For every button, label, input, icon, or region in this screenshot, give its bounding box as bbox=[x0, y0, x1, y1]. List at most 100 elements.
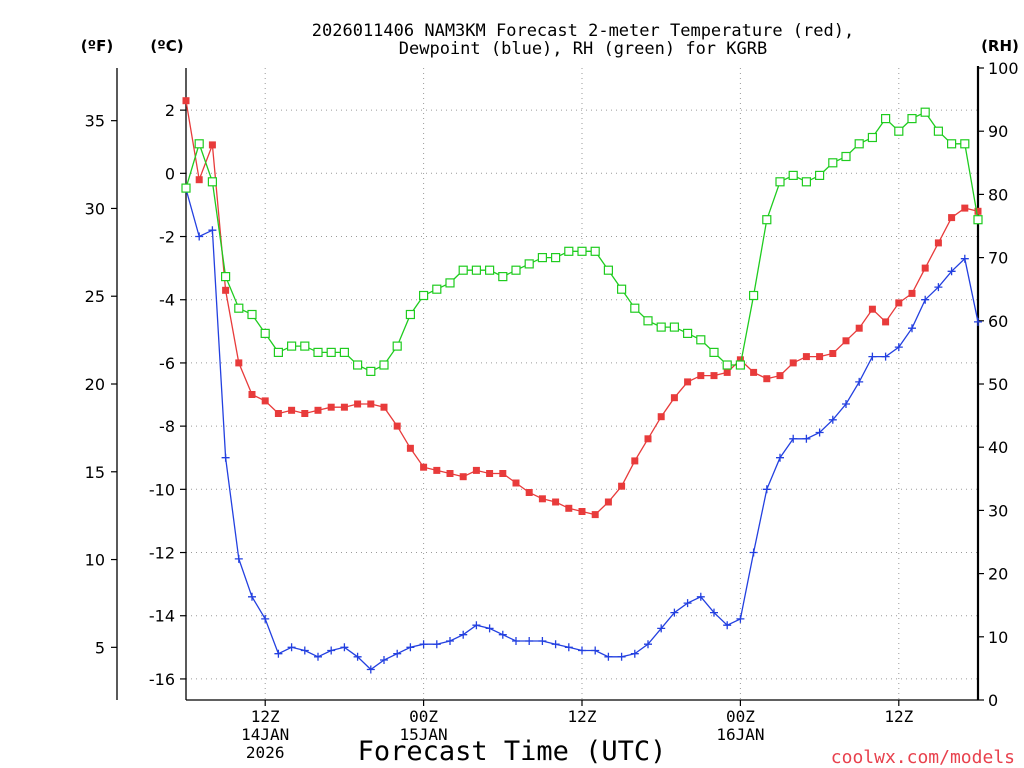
temperature-point bbox=[895, 299, 903, 307]
dewpoint-point bbox=[485, 624, 494, 633]
rh-axis-ticks: 0 10 20 30 40 50 60 70 80 90 100 bbox=[978, 59, 1019, 710]
dewpoint-point bbox=[446, 637, 454, 645]
rh-point bbox=[550, 253, 561, 263]
temperature-point bbox=[921, 264, 929, 272]
temperature-point bbox=[525, 489, 533, 496]
rh-point bbox=[722, 360, 732, 370]
temperature-point bbox=[618, 482, 626, 490]
temperature-point bbox=[591, 511, 599, 519]
time-tick-label: 00Z bbox=[726, 707, 755, 726]
rh-point bbox=[313, 347, 323, 357]
dewpoint-point bbox=[749, 548, 758, 557]
dewpoint-point bbox=[300, 646, 309, 655]
rh-point bbox=[933, 126, 944, 136]
rh-point bbox=[392, 341, 402, 351]
rh-tick-label: 20 bbox=[988, 565, 1008, 584]
temperature-point bbox=[842, 337, 850, 345]
axes bbox=[116, 66, 980, 701]
dewpoint-point bbox=[960, 254, 969, 263]
rh-point bbox=[194, 139, 204, 149]
dewpoint-point bbox=[380, 656, 388, 664]
dewpoint-point bbox=[617, 652, 626, 661]
fahrenheit-tick-label: 10 bbox=[85, 551, 105, 570]
chart-title-line-1: 2026011406 NAM3KM Forecast 2-meter Tempe… bbox=[312, 21, 854, 41]
time-tick-label: 2026 bbox=[246, 743, 285, 762]
rh-point bbox=[366, 366, 376, 376]
dewpoint-point bbox=[578, 646, 586, 655]
rh-point bbox=[630, 303, 640, 313]
rh-point bbox=[709, 347, 719, 357]
dewpoint-point bbox=[195, 232, 204, 241]
temperature-point bbox=[433, 466, 441, 474]
dewpoint-point bbox=[894, 343, 903, 352]
time-tick-label: 16JAN bbox=[716, 725, 764, 744]
dewpoint-point bbox=[710, 608, 718, 617]
temperature-point bbox=[499, 470, 507, 477]
dewpoint-point bbox=[538, 637, 547, 645]
rh-point bbox=[894, 126, 904, 136]
rh-point bbox=[181, 183, 191, 193]
temperature-point bbox=[961, 204, 969, 212]
temperature-point bbox=[604, 498, 612, 506]
dewpoint-point bbox=[604, 652, 613, 661]
celsius-tick-label: -12 bbox=[149, 544, 175, 563]
rh-tick-label: 90 bbox=[988, 122, 1008, 141]
rh-point bbox=[300, 341, 310, 351]
temperature-point bbox=[301, 410, 309, 417]
rh-point bbox=[445, 278, 455, 288]
rh-point bbox=[524, 259, 534, 269]
rh-point bbox=[960, 139, 970, 149]
temperature-point bbox=[882, 318, 890, 326]
dewpoint-series bbox=[182, 185, 982, 674]
rh-point bbox=[339, 347, 349, 357]
dewpoint-point bbox=[340, 643, 349, 652]
rh-tick-label: 30 bbox=[988, 501, 1008, 520]
fahrenheit-tick-label: 35 bbox=[85, 112, 105, 131]
rh-point bbox=[379, 360, 389, 370]
rh-point bbox=[234, 303, 244, 313]
dewpoint-point bbox=[630, 649, 639, 658]
dewpoint-point bbox=[498, 630, 507, 639]
rh-point bbox=[920, 107, 930, 117]
chart-title-line-2: Dewpoint (blue), RH (green) for KGRB bbox=[399, 39, 767, 59]
temperature-point bbox=[406, 444, 414, 452]
dewpoint-point bbox=[432, 640, 441, 649]
temperature-point bbox=[631, 457, 639, 465]
dewpoint-point bbox=[551, 640, 560, 649]
dewpoint-point bbox=[881, 352, 890, 361]
time-tick-label: 00Z bbox=[409, 707, 438, 726]
temperature-point bbox=[948, 214, 956, 222]
dewpoint-point bbox=[908, 324, 916, 333]
rh-point bbox=[485, 265, 495, 275]
dewpoint-point bbox=[314, 652, 322, 661]
rh-point bbox=[854, 139, 864, 149]
fahrenheit-tick-label: 15 bbox=[85, 463, 105, 482]
rh-point bbox=[841, 151, 851, 162]
dewpoint-point bbox=[947, 267, 956, 276]
temperature-point bbox=[868, 305, 876, 313]
rh-point bbox=[603, 265, 614, 275]
rh-point bbox=[656, 322, 666, 332]
temperature-point bbox=[459, 473, 467, 481]
temperature-point bbox=[723, 368, 731, 376]
temperature-point bbox=[261, 397, 269, 405]
rh-tick-label: 40 bbox=[988, 438, 1008, 457]
dewpoint-point bbox=[221, 453, 230, 462]
rh-point bbox=[221, 272, 231, 282]
time-tick-label: 12Z bbox=[251, 707, 280, 726]
dewpoint-point bbox=[419, 640, 428, 649]
celsius-tick-label: 0 bbox=[165, 164, 175, 183]
temperature-point bbox=[182, 97, 190, 105]
rh-point bbox=[946, 139, 957, 149]
rh-tick-label: 0 bbox=[988, 691, 998, 710]
temperature-point bbox=[420, 463, 428, 471]
rh-point bbox=[353, 360, 363, 370]
rh-series bbox=[181, 107, 983, 376]
temperature-point bbox=[816, 353, 824, 361]
temperature-point bbox=[486, 470, 494, 477]
dewpoint-point bbox=[287, 643, 296, 652]
temperature-point bbox=[802, 353, 810, 361]
rh-point bbox=[762, 215, 772, 225]
dewpoint-point bbox=[802, 434, 811, 443]
temperature-point bbox=[208, 141, 216, 149]
